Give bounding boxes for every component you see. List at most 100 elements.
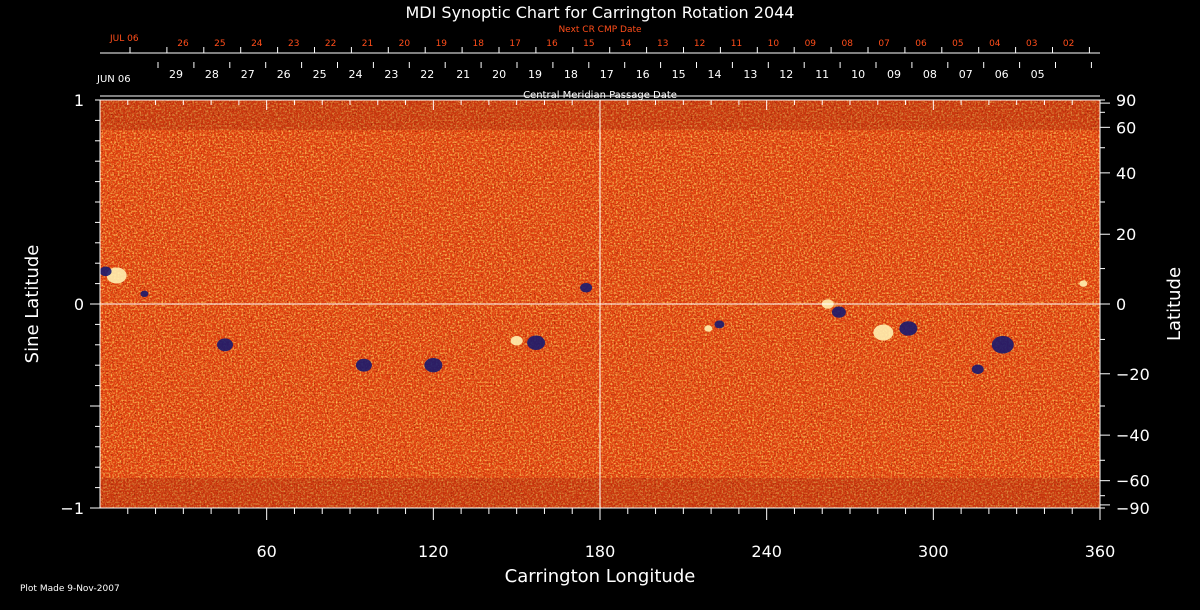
cmp-date-label: 05 — [1031, 68, 1045, 81]
cmp-date-label: 14 — [708, 68, 722, 81]
next-cr-date-label: 10 — [768, 39, 780, 49]
y-axis-label-right: Latitude — [1164, 267, 1185, 341]
negative-region — [831, 306, 846, 318]
next-cr-date-label: 11 — [731, 39, 742, 49]
y-tick-label-right: −60 — [1116, 472, 1150, 491]
next-cr-date-label: 15 — [583, 39, 594, 49]
top-axis-label: Central Meridian Passage Date — [523, 90, 677, 101]
plot-made-text: Plot Made 9-Nov-2007 — [20, 584, 120, 594]
negative-region — [580, 282, 593, 293]
cmp-date-label: 27 — [241, 68, 255, 81]
cmp-date-label: 06 — [995, 68, 1009, 81]
x-tick-label: 360 — [1085, 542, 1116, 561]
active-regions — [99, 266, 1088, 375]
negative-region — [355, 358, 372, 372]
next-cr-label: Next CR CMP Date — [558, 25, 642, 35]
x-axis-label: Carrington Longitude — [505, 566, 696, 587]
positive-region — [510, 335, 523, 346]
y-tick-label-right: 0 — [1116, 295, 1126, 314]
negative-region — [991, 336, 1014, 354]
cmp-date-label: 22 — [420, 68, 434, 81]
y-tick-label-right: −40 — [1116, 426, 1150, 445]
negative-region — [714, 320, 725, 329]
y-tick-label-right: −90 — [1116, 499, 1150, 518]
x-tick-label: 180 — [585, 542, 616, 561]
y-tick-label-right: 60 — [1116, 118, 1136, 137]
next-cr-date-label: 05 — [952, 39, 963, 49]
next-cr-start-label: JUL 06 — [109, 34, 139, 44]
y-tick-label-left: −1 — [60, 499, 84, 518]
cmp-date-label: 09 — [887, 68, 901, 81]
cmp-date-label: 07 — [959, 68, 973, 81]
cmp-date-label: 12 — [779, 68, 793, 81]
next-cr-date-label: 12 — [694, 39, 705, 49]
next-cr-date-label: 17 — [509, 39, 520, 49]
cmp-date-label: 26 — [277, 68, 291, 81]
negative-region — [140, 290, 149, 297]
cmp-date-label: 15 — [672, 68, 686, 81]
chart-title: MDI Synoptic Chart for Carrington Rotati… — [406, 3, 795, 22]
positive-region — [873, 324, 894, 341]
negative-region — [99, 266, 112, 277]
next-cr-date-label: 18 — [472, 39, 484, 49]
next-cr-date-label: 23 — [288, 39, 299, 49]
x-tick-label: 120 — [418, 542, 449, 561]
next-cr-date-label: 03 — [1026, 39, 1037, 49]
negative-region — [971, 364, 984, 375]
next-cr-date-label: 09 — [805, 39, 817, 49]
x-tick-label: 240 — [751, 542, 782, 561]
y-tick-label-left: 0 — [74, 295, 84, 314]
next-cr-date-label: 26 — [177, 39, 189, 49]
cmp-date-label: 29 — [169, 68, 183, 81]
cmp-date-label: 17 — [600, 68, 614, 81]
cmp-date-label: 21 — [456, 68, 470, 81]
x-tick-label: 300 — [918, 542, 949, 561]
next-cr-date-label: 04 — [989, 39, 1001, 49]
cmp-date-label: 18 — [564, 68, 578, 81]
negative-region — [527, 335, 546, 350]
positive-region — [704, 325, 713, 332]
cmp-date-label: 13 — [743, 68, 757, 81]
next-cr-date-label: 08 — [841, 39, 853, 49]
positive-region — [1079, 280, 1088, 287]
y-tick-label-left: 1 — [74, 91, 84, 110]
cmp-date-label: 23 — [384, 68, 398, 81]
y-tick-label-right: −20 — [1116, 365, 1150, 384]
y-tick-label-right: 40 — [1116, 164, 1136, 183]
cmp-date-label: 20 — [492, 68, 506, 81]
cmp-date-label: 16 — [636, 68, 650, 81]
cmp-date-label: 19 — [528, 68, 542, 81]
cmp-date-label: 24 — [349, 68, 363, 81]
cmp-date-label: 25 — [313, 68, 327, 81]
next-cr-date-label: 22 — [325, 39, 336, 49]
cmp-start-label: JUN 06 — [96, 74, 131, 85]
y-axis-right: 90 60 40 20 0 −20 −40 −60 −90 — [1100, 91, 1150, 518]
x-axis-ticks: 60 120 180 240 300 360 — [127, 100, 1116, 561]
negative-region — [424, 358, 443, 373]
cmp-dates: 29 28 27 26 25 24 23 22 21 20 19 18 17 16 15 14 13 12 11 10… — [100, 62, 1100, 97]
next-cr-date-label: 13 — [657, 39, 668, 49]
next-cr-date-label: 16 — [546, 39, 558, 49]
negative-region — [899, 321, 918, 336]
positive-region — [106, 267, 127, 284]
next-cr-date-label: 25 — [214, 39, 225, 49]
next-cr-date-label: 07 — [878, 39, 889, 49]
cmp-date-label: 08 — [923, 68, 937, 81]
cmp-date-label: 11 — [815, 68, 829, 81]
next-cr-dates: 26 25 24 23 22 21 20 19 18 17 16 15 14 13 12 11 10 09 08 07… — [129, 39, 1090, 53]
next-cr-date-label: 06 — [915, 39, 927, 49]
next-cr-date-label: 24 — [251, 39, 263, 49]
next-cr-date-label: 14 — [620, 39, 632, 49]
next-cr-date-label: 21 — [362, 39, 373, 49]
y-tick-label-right: 90 — [1116, 91, 1136, 110]
y-axis-left: 1 0 −1 — [60, 91, 100, 518]
x-tick-label: 60 — [256, 542, 276, 561]
next-cr-date-label: 02 — [1063, 39, 1074, 49]
next-cr-date-label: 19 — [436, 39, 448, 49]
y-axis-label-left: Sine Latitude — [22, 245, 43, 364]
cmp-date-label: 28 — [205, 68, 219, 81]
y-tick-label-right: 20 — [1116, 225, 1136, 244]
negative-region — [217, 338, 233, 352]
cmp-date-label: 10 — [851, 68, 865, 81]
